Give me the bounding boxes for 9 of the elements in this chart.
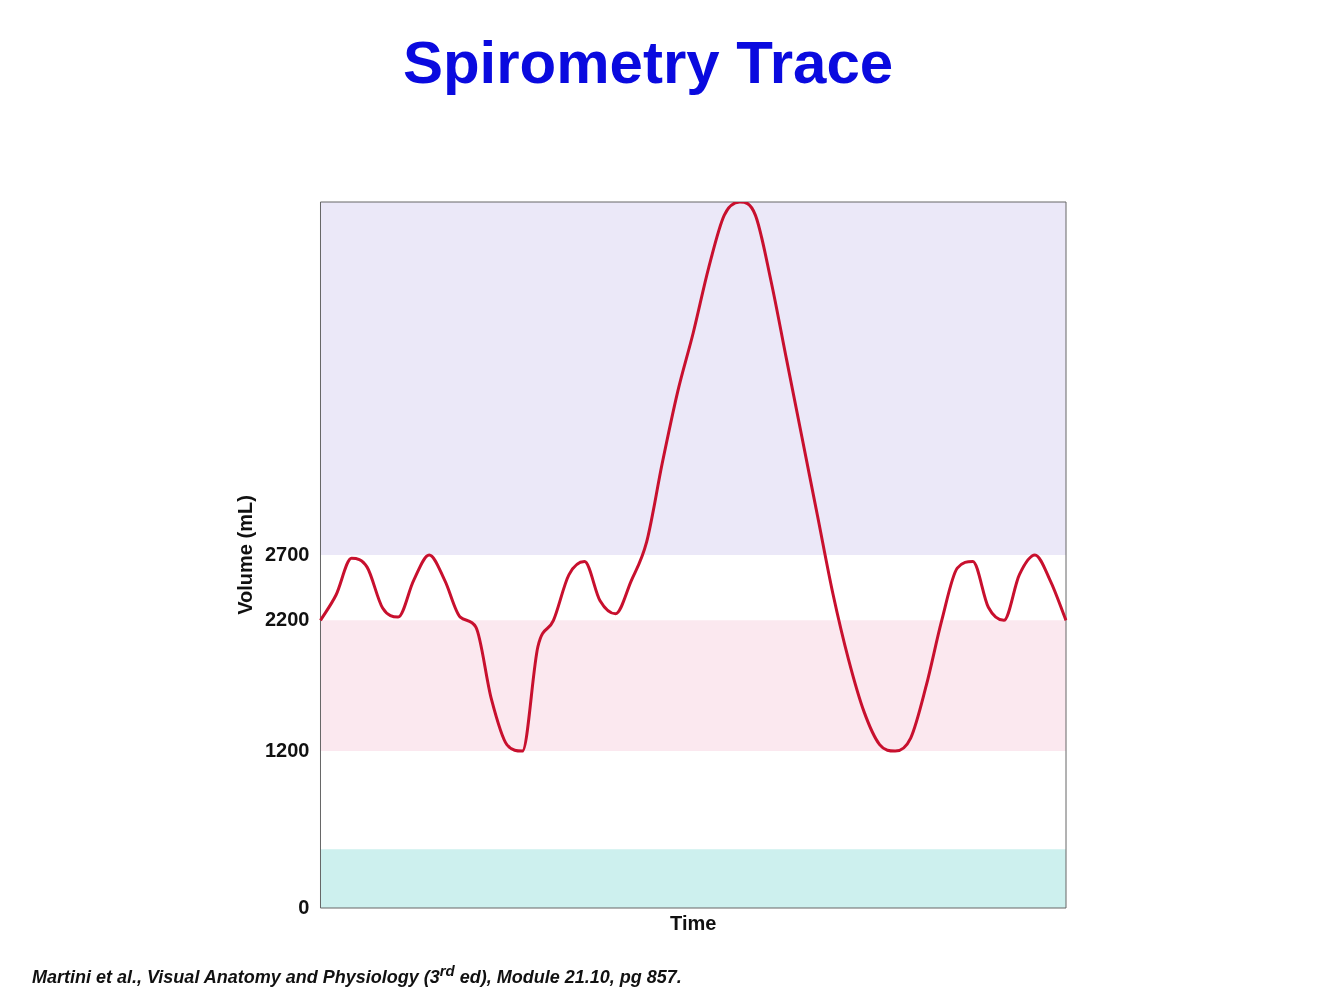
y-tick-label: 1200 <box>264 738 310 761</box>
line-series <box>318 202 1068 753</box>
y-tick-label: 2200 <box>264 607 310 630</box>
y-axis-title: Volume (mL) <box>233 495 256 615</box>
x-axis-title: Time <box>670 911 717 934</box>
y-tick-label: 2700 <box>264 542 310 565</box>
y-tick-label: 0 <box>298 895 310 918</box>
chart-title: Spirometry Trace <box>402 28 894 96</box>
text: Martini et al., Visual Anatomy and Physiology (3$^{rd}$ ed), Module 21.10, pg 857. <box>32 962 682 988</box>
